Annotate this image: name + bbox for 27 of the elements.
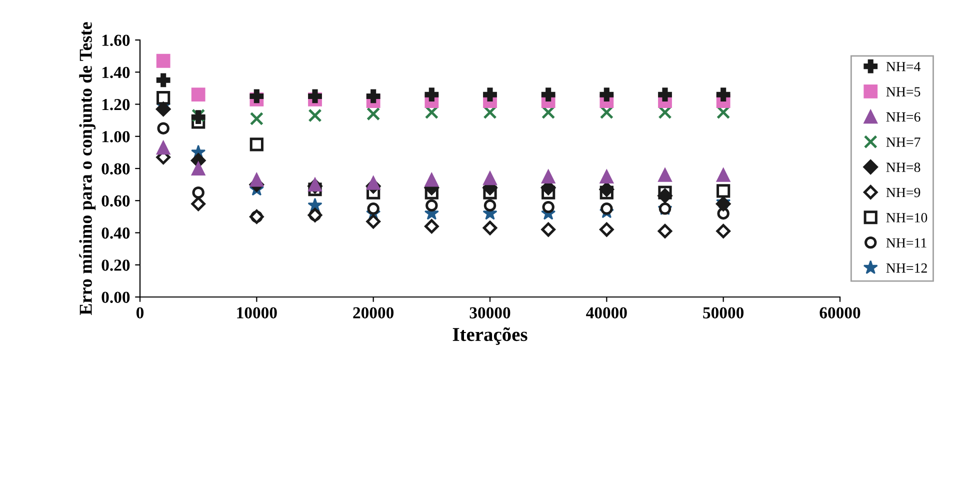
x-tick-label: 60000: [820, 307, 860, 318]
y-tick-label: 1.60: [102, 34, 130, 46]
y-tick-label: 0.80: [102, 163, 130, 175]
y-tick-label: 0.40: [102, 227, 130, 239]
x-tick-label: 30000: [470, 307, 510, 318]
y-tick-label: 1.20: [102, 98, 130, 110]
legend-label: NH=9: [886, 188, 920, 198]
y-tick-label: 1.00: [102, 131, 130, 142]
legend-label: NH=8: [886, 162, 920, 172]
y-tick-label: 0.20: [102, 260, 130, 271]
x-tick-label: 0: [136, 307, 144, 318]
legend-label: NH=11: [886, 238, 926, 248]
x-tick-label: 20000: [353, 307, 394, 318]
legend-label: NH=4: [886, 62, 921, 72]
x-tick-label: 10000: [237, 307, 277, 318]
legend-label: NH=12: [886, 263, 927, 273]
y-axis-title: Erro mínimo para o conjunto de Teste: [79, 22, 96, 315]
legend-label: NH=10: [886, 213, 928, 222]
x-tick-label: 40000: [586, 307, 627, 318]
y-tick-label: 0.60: [102, 195, 130, 207]
legend-label: NH=6: [886, 112, 920, 122]
y-tick-label: 1.40: [102, 66, 130, 78]
x-axis-title: Iterações: [452, 327, 528, 345]
legend-label: NH=5: [886, 87, 920, 96]
x-tick-label: 50000: [703, 307, 744, 318]
y-tick-label: 0.00: [102, 292, 130, 304]
legend-label: NH=7: [886, 138, 920, 147]
